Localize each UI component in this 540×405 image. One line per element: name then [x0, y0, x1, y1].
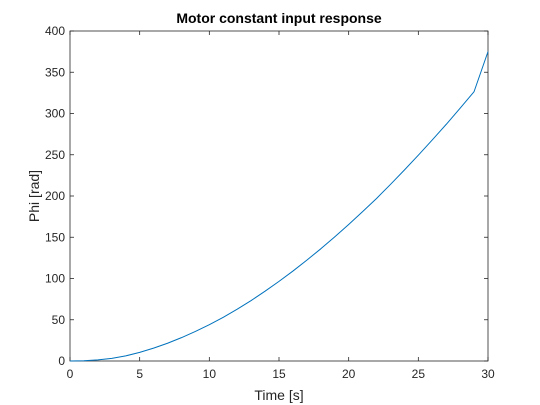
- x-tick-label: 20: [342, 367, 356, 381]
- axes-box: [69, 30, 489, 362]
- y-axis-label: Phi [rad]: [26, 170, 42, 222]
- y-tick-label: 50: [52, 313, 66, 327]
- x-tick-label: 5: [136, 367, 143, 381]
- y-tick-label: 400: [45, 24, 65, 38]
- y-tick-label: 150: [45, 230, 65, 244]
- x-tick-label: 30: [481, 367, 495, 381]
- y-tick-label: 0: [58, 354, 65, 368]
- x-tick-label: 10: [203, 367, 217, 381]
- chart-title: Motor constant input response: [176, 10, 382, 26]
- y-tick-label: 350: [45, 65, 65, 79]
- y-tick-label: 250: [45, 148, 65, 162]
- y-tick-label: 300: [45, 107, 65, 121]
- x-tick-label: 15: [272, 367, 286, 381]
- y-tick-label: 200: [45, 189, 65, 203]
- x-tick-label: 25: [412, 367, 426, 381]
- x-tick-label: 0: [67, 367, 74, 381]
- y-tick-label: 100: [45, 272, 65, 286]
- x-axis-label: Time [s]: [254, 387, 303, 403]
- series-line-0: [69, 51, 489, 362]
